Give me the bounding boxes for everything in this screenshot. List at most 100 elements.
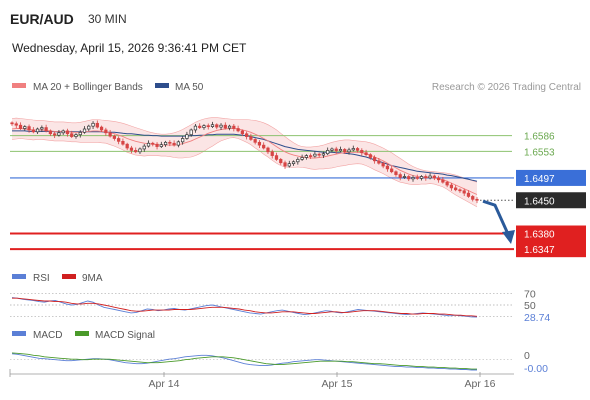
candle-body bbox=[407, 176, 411, 180]
rsi_ma-line bbox=[12, 297, 478, 317]
source-credit: Research © 2026 Trading Central bbox=[432, 82, 581, 93]
candle-body bbox=[394, 171, 398, 175]
macd-zero-label: 0 bbox=[524, 350, 530, 362]
bollinger-band-fill bbox=[12, 117, 477, 207]
candle-body bbox=[304, 155, 308, 158]
candle-body bbox=[355, 148, 360, 151]
candle-body bbox=[415, 177, 419, 179]
candle-body bbox=[390, 168, 394, 173]
rsi-ma-legend-label: 9MA bbox=[82, 273, 103, 284]
x-tick-label: Apr 14 bbox=[149, 378, 180, 390]
candle-body bbox=[168, 141, 172, 144]
forecast-arrow-shaft bbox=[482, 199, 510, 235]
candle-body bbox=[330, 148, 334, 151]
candle-body bbox=[181, 138, 185, 143]
candle-body bbox=[121, 141, 125, 145]
macd-legend-swatch bbox=[12, 331, 26, 336]
candle-body bbox=[445, 181, 449, 186]
timeframe: 30 MIN bbox=[88, 12, 127, 26]
candle-body bbox=[347, 149, 351, 153]
candle-body bbox=[249, 136, 253, 140]
current-level-label: 1.6497 bbox=[524, 174, 555, 185]
candle-body bbox=[274, 155, 279, 160]
candle-body bbox=[108, 132, 112, 137]
candle-body bbox=[381, 162, 385, 167]
candle-body bbox=[129, 147, 134, 151]
candle-body bbox=[10, 122, 14, 125]
candle-body bbox=[458, 189, 462, 192]
candle-body bbox=[44, 127, 48, 132]
macd-last-label: -0.00 bbox=[524, 363, 548, 375]
support-label: 1.6380 bbox=[524, 230, 555, 241]
candle-body bbox=[245, 133, 249, 137]
candle-body bbox=[99, 126, 104, 131]
rsi-ma-legend-swatch bbox=[62, 274, 76, 279]
ma50-legend-swatch bbox=[155, 83, 169, 88]
candle-body bbox=[151, 142, 155, 145]
candle-body bbox=[117, 138, 121, 142]
candle-body bbox=[61, 130, 65, 134]
candle-body bbox=[287, 163, 291, 167]
x-axis: Apr 14 Apr 15 Apr 16 bbox=[9, 369, 514, 390]
rsi-level-label: 50 bbox=[524, 300, 536, 312]
candle-body bbox=[309, 155, 313, 157]
candle-body bbox=[14, 123, 18, 126]
x-tick-label: Apr 16 bbox=[465, 378, 496, 390]
candle-body bbox=[78, 131, 82, 136]
candle-body bbox=[215, 124, 219, 128]
candle-body bbox=[48, 130, 53, 135]
resistance-label: 1.6586 bbox=[524, 132, 555, 143]
candle-body bbox=[398, 174, 402, 178]
candle-body bbox=[471, 196, 475, 200]
candle-body bbox=[223, 124, 227, 129]
candle-body bbox=[385, 165, 390, 170]
candle-body bbox=[317, 153, 321, 156]
candle-body bbox=[454, 187, 458, 191]
candle-body bbox=[240, 130, 244, 135]
candle-body bbox=[87, 125, 91, 130]
candle-body bbox=[449, 184, 454, 189]
resistance-label: 1.6553 bbox=[524, 147, 555, 158]
candle-body bbox=[227, 125, 232, 129]
price-levels bbox=[10, 135, 514, 251]
macd-signal-legend-label: MACD Signal bbox=[95, 330, 155, 341]
ma50-line bbox=[12, 130, 478, 182]
candle-body bbox=[262, 144, 266, 149]
candle-body bbox=[155, 143, 159, 147]
candle-body bbox=[219, 124, 223, 128]
candle-body bbox=[70, 133, 74, 137]
ma20-legend-label: MA 20 + Bollinger Bands bbox=[33, 82, 143, 93]
support-label: 1.6347 bbox=[524, 245, 555, 256]
macd-line bbox=[11, 353, 477, 371]
candle-body bbox=[125, 143, 129, 149]
ma20-line bbox=[11, 128, 478, 195]
candle-body bbox=[23, 126, 27, 129]
candle-body bbox=[146, 142, 151, 147]
rsi-last-label: 28.74 bbox=[524, 312, 550, 324]
datetime: Wednesday, April 15, 2026 9:36:41 PM CET bbox=[12, 41, 247, 55]
candle-body bbox=[172, 142, 176, 146]
candle-body bbox=[338, 149, 343, 152]
candle-body bbox=[163, 141, 168, 146]
candle-body bbox=[206, 125, 210, 128]
macd-signal-legend-swatch bbox=[75, 331, 89, 336]
price-level-labels: 1.6586 1.6553 1.6497 1.6450 1.6380 1.6347 bbox=[516, 132, 586, 258]
x-tick-label: Apr 15 bbox=[322, 378, 353, 390]
candle-body bbox=[368, 154, 372, 158]
candle-body bbox=[334, 148, 338, 152]
candle-body bbox=[326, 150, 330, 155]
candle-body bbox=[441, 179, 445, 183]
candle-body bbox=[402, 176, 407, 178]
candle-body bbox=[65, 130, 70, 135]
candle-body bbox=[475, 198, 479, 201]
candle-body bbox=[189, 129, 193, 136]
candle-body bbox=[300, 157, 304, 160]
candle-body bbox=[193, 125, 198, 131]
candle-body bbox=[343, 149, 347, 153]
candle-body bbox=[104, 129, 108, 134]
candle-body bbox=[436, 177, 441, 181]
candle-body bbox=[283, 162, 287, 167]
candle-body bbox=[31, 129, 35, 133]
rsi-legend-label: RSI bbox=[33, 273, 50, 284]
